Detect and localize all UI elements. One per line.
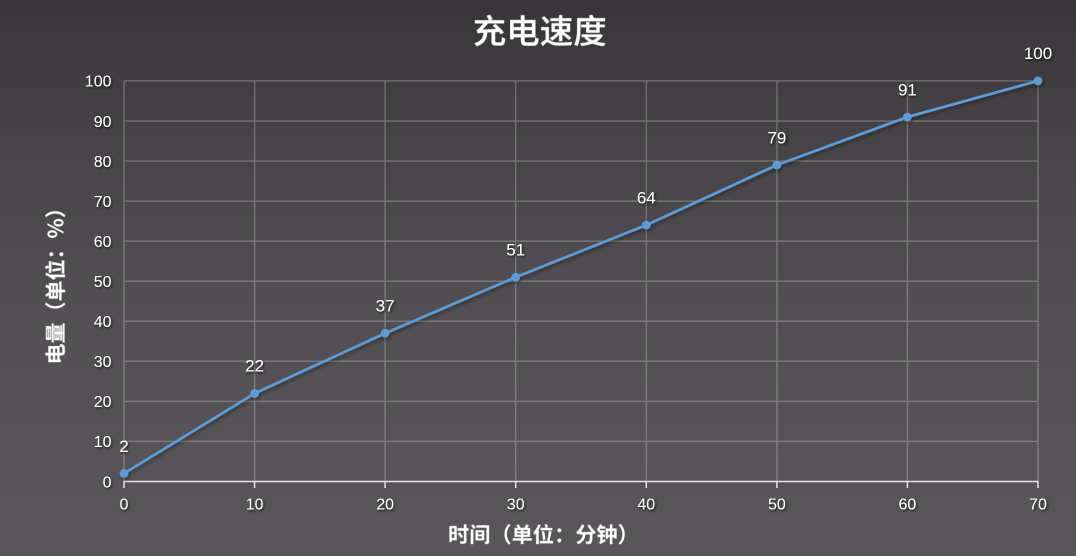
svg-text:51: 51: [506, 241, 525, 260]
svg-text:80: 80: [94, 154, 112, 171]
svg-text:0: 0: [103, 474, 112, 491]
svg-text:64: 64: [637, 188, 656, 207]
svg-text:20: 20: [376, 497, 394, 514]
svg-text:0: 0: [120, 497, 129, 514]
svg-text:100: 100: [1024, 44, 1052, 63]
svg-text:90: 90: [94, 114, 112, 131]
svg-text:60: 60: [94, 234, 112, 251]
svg-text:40: 40: [637, 497, 655, 514]
svg-text:20: 20: [94, 394, 112, 411]
svg-text:10: 10: [94, 434, 112, 451]
svg-text:91: 91: [898, 80, 917, 99]
svg-text:37: 37: [376, 297, 395, 316]
svg-text:79: 79: [767, 128, 786, 147]
svg-text:100: 100: [85, 74, 112, 91]
svg-text:60: 60: [899, 497, 917, 514]
svg-text:50: 50: [94, 274, 112, 291]
svg-text:70: 70: [1029, 497, 1047, 514]
svg-text:50: 50: [768, 497, 786, 514]
svg-text:10: 10: [246, 497, 264, 514]
svg-text:30: 30: [94, 354, 112, 371]
svg-text:22: 22: [245, 357, 264, 376]
svg-text:2: 2: [119, 437, 128, 456]
svg-text:30: 30: [507, 497, 525, 514]
svg-text:70: 70: [94, 194, 112, 211]
svg-text:40: 40: [94, 314, 112, 331]
